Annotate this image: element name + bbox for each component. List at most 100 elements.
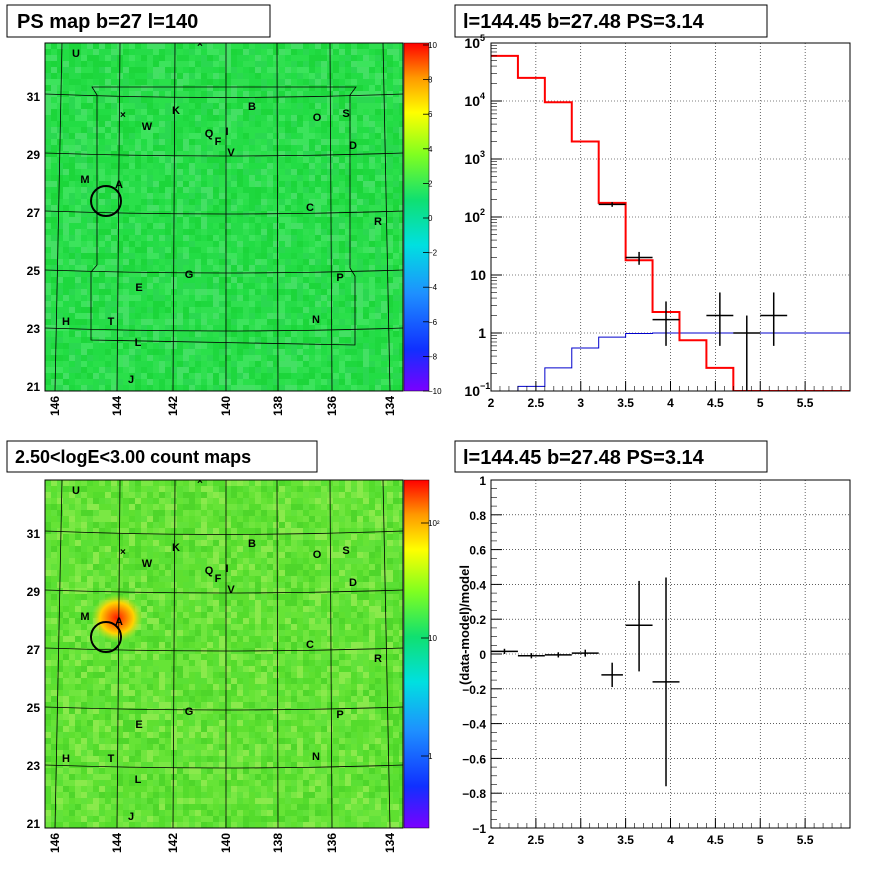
heatmap-cell xyxy=(393,355,399,361)
heatmap-cell xyxy=(291,187,297,193)
heatmap-cell xyxy=(243,145,249,151)
heatmap-cell xyxy=(399,229,403,235)
heatmap-cell xyxy=(387,576,393,582)
heatmap-cell xyxy=(87,313,93,319)
heatmap-cell xyxy=(177,97,183,103)
heatmap-cell xyxy=(93,594,99,600)
heatmap-cell xyxy=(381,241,387,247)
heatmap-cell xyxy=(369,79,375,85)
heatmap-cell xyxy=(57,79,63,85)
heatmap-cell xyxy=(345,97,351,103)
heatmap-cell xyxy=(357,109,363,115)
heatmap-cell xyxy=(99,253,105,259)
heatmap-cell xyxy=(225,313,231,319)
heatmap-cell xyxy=(51,61,57,67)
heatmap-cell xyxy=(45,319,51,325)
heatmap-cell xyxy=(333,133,339,139)
heatmap-cell xyxy=(279,139,285,145)
heatmap-cell xyxy=(87,606,93,612)
heatmap-cell xyxy=(333,325,339,331)
heatmap-cell xyxy=(225,307,231,313)
heatmap-cell xyxy=(117,343,123,349)
heatmap-cell xyxy=(165,289,171,295)
heatmap-cell xyxy=(315,265,321,271)
heatmap-cell xyxy=(285,199,291,205)
heatmap-cell xyxy=(135,169,141,175)
heatmap-cell xyxy=(369,49,375,55)
heatmap-cell xyxy=(243,385,249,391)
heatmap-cell xyxy=(153,169,159,175)
heatmap-cell xyxy=(237,97,243,103)
heatmap-cell xyxy=(213,253,219,259)
heatmap-cell xyxy=(291,618,297,624)
heatmap-cell xyxy=(321,606,327,612)
heatmap-cell xyxy=(399,247,403,253)
heatmap-cell xyxy=(273,73,279,79)
heatmap-cell xyxy=(333,516,339,522)
heatmap-cell xyxy=(351,103,357,109)
heatmap-cell xyxy=(63,564,69,570)
heatmap-cell xyxy=(153,540,159,546)
heatmap-cell xyxy=(51,157,57,163)
heatmap-cell xyxy=(321,355,327,361)
heatmap-cell xyxy=(339,193,345,199)
heatmap-cell xyxy=(105,588,111,594)
heatmap-cell xyxy=(225,552,231,558)
heatmap-cell xyxy=(375,540,381,546)
heatmap-cell xyxy=(315,229,321,235)
heatmap-cell xyxy=(135,504,141,510)
heatmap-cell xyxy=(255,612,261,618)
heatmap-cell xyxy=(339,319,345,325)
heatmap-cell xyxy=(177,510,183,516)
heatmap-cell xyxy=(189,145,195,151)
heatmap-cell xyxy=(249,127,255,133)
heatmap-cell xyxy=(327,313,333,319)
heatmap-cell xyxy=(291,343,297,349)
heatmap-cell xyxy=(345,361,351,367)
heatmap-cell xyxy=(279,600,285,606)
heatmap-cell xyxy=(111,313,117,319)
heatmap-cell xyxy=(45,588,51,594)
heatmap-cell xyxy=(201,157,207,163)
heatmap-cell xyxy=(69,355,75,361)
heatmap-cell xyxy=(165,43,171,49)
heatmap-cell xyxy=(375,181,381,187)
heatmap-cell xyxy=(129,331,135,337)
heatmap-cell xyxy=(285,492,291,498)
heatmap-cell xyxy=(315,612,321,618)
heatmap-cell xyxy=(147,67,153,73)
heatmap-cell xyxy=(171,516,177,522)
heatmap-cell xyxy=(201,85,207,91)
heatmap-cell xyxy=(105,61,111,67)
y-tick-label: 25 xyxy=(27,264,41,278)
heatmap-cell xyxy=(399,211,403,217)
heatmap-cell xyxy=(249,558,255,564)
heatmap-cell xyxy=(375,295,381,301)
heatmap-cell xyxy=(369,367,375,373)
heatmap-cell xyxy=(81,618,87,624)
heatmap-cell xyxy=(363,600,369,606)
heatmap-cell xyxy=(303,151,309,157)
heatmap-cell xyxy=(99,223,105,229)
heatmap-cell xyxy=(195,199,201,205)
heatmap-cell xyxy=(135,109,141,115)
heatmap-cell xyxy=(207,480,213,486)
heatmap-cell xyxy=(219,504,225,510)
heatmap-cell xyxy=(105,169,111,175)
heatmap-cell xyxy=(339,343,345,349)
heatmap-cell xyxy=(369,540,375,546)
heatmap-cell xyxy=(183,558,189,564)
heatmap-cell xyxy=(195,277,201,283)
heatmap-cell xyxy=(291,349,297,355)
heatmap-cell xyxy=(195,498,201,504)
heatmap-cell xyxy=(165,600,171,606)
heatmap-cell xyxy=(357,121,363,127)
heatmap-cell xyxy=(189,139,195,145)
heatmap-cell xyxy=(237,259,243,265)
heatmap-cell xyxy=(171,121,177,127)
heatmap-cell xyxy=(75,73,81,79)
heatmap-cell xyxy=(81,331,87,337)
heatmap-cell xyxy=(363,241,369,247)
heatmap-cell xyxy=(201,331,207,337)
heatmap-cell xyxy=(237,582,243,588)
